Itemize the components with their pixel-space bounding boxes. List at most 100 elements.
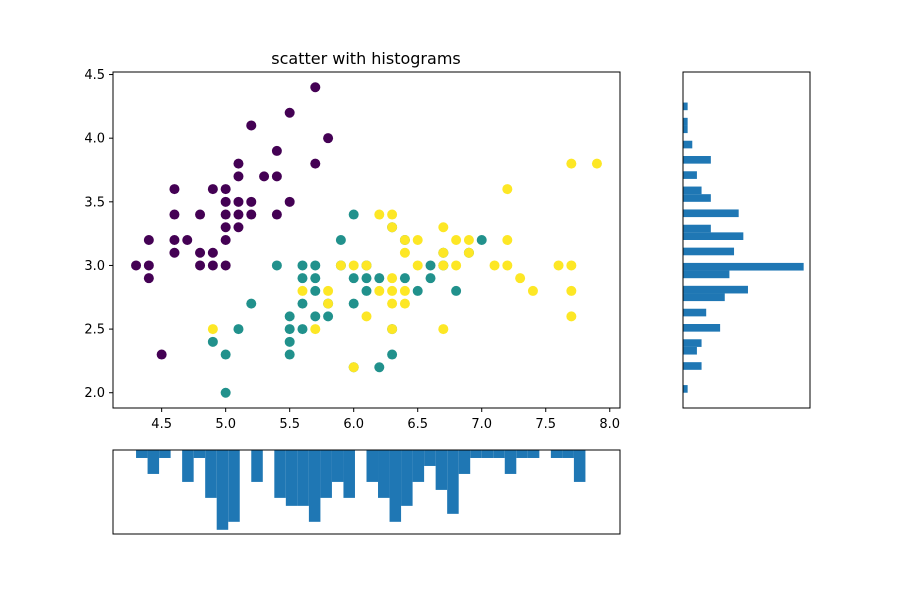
scatter-point [335,260,346,271]
x-histogram-bar [320,450,332,498]
plot-frame [112,71,621,409]
scatter-point [246,196,257,207]
x-histogram-bar [193,450,206,458]
y-histogram-bar [683,171,697,179]
scatter-point [310,260,321,271]
y-histogram-bar [683,324,721,332]
scatter-point [131,260,142,271]
scatter-point [207,184,218,195]
x-histogram-bar [297,450,309,506]
scatter-point [169,247,180,258]
scatter-point [348,209,359,220]
scatter-point [399,235,410,245]
scatter-point [284,311,295,322]
scatter-point [438,222,449,233]
scatter-point [399,273,410,284]
x-histogram-bar [493,450,505,458]
scatter-point [246,120,257,131]
x-histogram-bar [516,450,528,458]
scatter-point [220,349,231,360]
scatter-point [271,209,282,220]
x-histogram-bar [308,450,321,522]
scatter-point [297,298,308,309]
y-tick-label: 4.5 [84,68,105,83]
y-histogram-bars [683,102,804,393]
y-histogram-bar [683,102,688,111]
x-histogram-bar [504,450,517,474]
scatter-point [412,285,423,296]
x-histogram-bar [458,450,471,474]
y-histogram-bar [683,186,702,195]
scatter-point [374,285,385,296]
y-tick-label: 3.0 [84,259,105,274]
x-tick-label: 6.0 [343,417,364,432]
x-histogram-bar [182,450,194,482]
x-histogram-bars [136,450,586,530]
scatter-point [297,285,308,296]
scatter-point [348,260,359,271]
scatter-point [143,260,154,271]
x-histogram-bar [424,450,436,466]
scatter-point [233,324,244,335]
scatter-point [169,184,180,195]
scatter-point [310,158,321,169]
scatter-point [246,298,257,309]
series-class-2 [207,158,602,373]
scatter-point [387,273,398,284]
scatter-point [348,298,359,309]
scatter-point [566,158,577,169]
scatter-point [412,260,423,271]
scatter-point [143,235,154,245]
y-tick-label: 4.0 [84,132,105,147]
scatter-point [195,209,206,220]
scatter-point [374,209,385,220]
scatter-point [438,324,449,335]
x-tick-label: 5.5 [279,417,300,432]
y-histogram-bar [683,247,735,256]
x-histogram-bar [274,450,286,498]
scatter-point [489,260,500,271]
scatter-point [425,260,436,271]
y-histogram-bar [683,156,711,164]
x-histogram-bar [216,450,229,530]
scatter-point [412,235,423,245]
y-histogram-bar [683,224,711,233]
scatter-point [361,285,372,296]
x-histogram-bar [573,450,586,482]
x-histogram-bar [527,450,540,458]
scatter-point [502,235,513,245]
scatter-point [284,324,295,335]
y-histogram-axes [682,71,811,409]
scatter-point [195,260,206,271]
scatter-point [361,273,372,284]
scatter-point [374,362,385,373]
scatter-point [476,235,487,245]
scatter-point [387,285,398,296]
x-tick-label: 4.5 [151,417,172,432]
x-histogram-bar [159,450,171,458]
y-histogram-bar [683,262,804,271]
scatter-point [297,260,308,271]
scatter-point [387,209,398,220]
scatter-point [451,260,462,271]
x-histogram-bar [228,450,240,522]
scatter-point [284,349,295,360]
scatter-point [323,285,334,296]
x-histogram-bar [136,450,148,458]
y-histogram-bar [683,125,688,134]
scatter-point [438,260,449,271]
scatter-point [591,158,602,169]
scatter-point [438,247,449,258]
x-histogram-bar [205,450,217,498]
x-histogram-bar [481,450,494,458]
scatter-point [220,222,231,233]
scatter-point [451,285,462,296]
scatter-axes: 4.5 5.0 5.5 6.0 6.5 7.0 7.5 8.0 2.0 2.5 3.0 3.5 4.0 4… [84,68,621,432]
y-histogram-bar [683,232,744,240]
x-histogram-bar [251,450,263,482]
scatter-point [207,336,218,347]
x-histogram-bar [401,450,413,506]
scatter-point [387,222,398,233]
